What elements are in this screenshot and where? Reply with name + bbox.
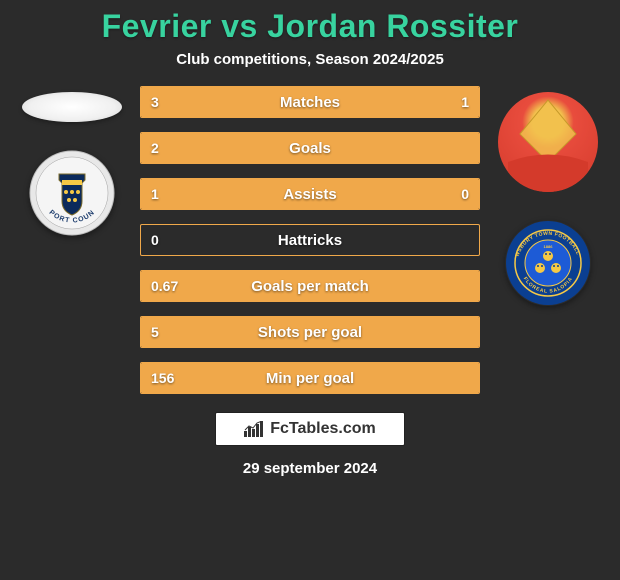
- bar-fill-left: [141, 179, 418, 209]
- bar-row: 156Min per goal: [140, 362, 480, 394]
- bar-value-left: 2: [151, 133, 159, 163]
- bar-value-left: 1: [151, 179, 159, 209]
- page-title: Fevrier vs Jordan Rossiter: [102, 8, 519, 45]
- bar-value-left: 0.67: [151, 271, 178, 301]
- bar-fill-left: [141, 317, 479, 347]
- bar-value-left: 3: [151, 87, 159, 117]
- shield-icon: PORT COUN: [29, 150, 115, 236]
- svg-text:1886: 1886: [544, 244, 554, 249]
- main-row: PORT COUN 31Matches2Goals10Assists0Hattr…: [0, 86, 620, 394]
- footer-date: 29 september 2024: [243, 460, 377, 477]
- bar-row: 31Matches: [140, 86, 480, 118]
- left-column: PORT COUN: [22, 86, 122, 236]
- left-club-badge: PORT COUN: [29, 150, 115, 236]
- right-player-avatar: [498, 92, 598, 192]
- right-column: 1886 SHREWSBURY TOWN FOOTBALL CLUB FLORE…: [498, 86, 598, 306]
- left-player-avatar: [22, 92, 122, 122]
- bar-value-left: 0: [151, 225, 159, 255]
- bar-label: Hattricks: [141, 225, 479, 255]
- bar-fill-left: [141, 87, 395, 117]
- comparison-bars: 31Matches2Goals10Assists0Hattricks0.67Go…: [140, 86, 480, 394]
- bar-row: 0.67Goals per match: [140, 270, 480, 302]
- comparison-card: Fevrier vs Jordan Rossiter Club competit…: [0, 0, 620, 580]
- bar-fill-left: [141, 133, 479, 163]
- club-crest-icon: 1886 SHREWSBURY TOWN FOOTBALL CLUB FLORE…: [505, 220, 591, 306]
- barchart-icon: [244, 421, 264, 437]
- bar-row: 5Shots per goal: [140, 316, 480, 348]
- bar-value-right: 0: [461, 179, 469, 209]
- bar-fill-right: [418, 179, 479, 209]
- bar-fill-left: [141, 271, 479, 301]
- brand-badge: FcTables.com: [215, 412, 405, 446]
- bar-value-left: 156: [151, 363, 174, 393]
- bar-row: 0Hattricks: [140, 224, 480, 256]
- bar-row: 2Goals: [140, 132, 480, 164]
- subtitle: Club competitions, Season 2024/2025: [176, 51, 444, 68]
- brand-text: FcTables.com: [270, 420, 376, 438]
- bar-value-left: 5: [151, 317, 159, 347]
- bar-fill-left: [141, 363, 479, 393]
- bar-value-right: 1: [461, 87, 469, 117]
- right-club-badge: 1886 SHREWSBURY TOWN FOOTBALL CLUB FLORE…: [505, 220, 591, 306]
- bar-row: 10Assists: [140, 178, 480, 210]
- jersey-icon: [498, 92, 598, 192]
